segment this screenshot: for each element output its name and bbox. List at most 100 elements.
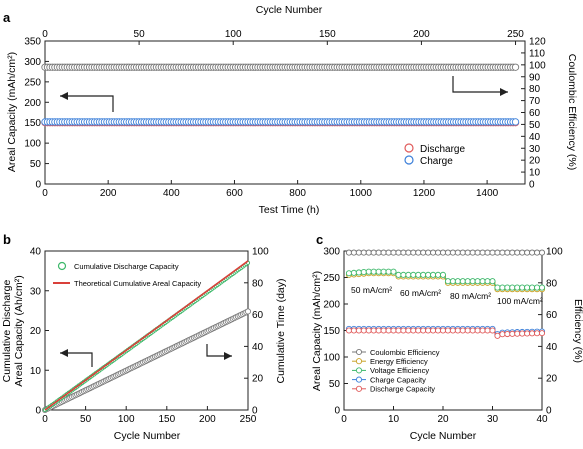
c-point [444, 278, 452, 285]
c-y-tick-label: 0 [334, 406, 340, 417]
c-point [430, 271, 437, 278]
chart-b: 0 10 20 30 40 0 20 40 60 80 100 0 50 100 150 200 250 Cyc… [1, 247, 287, 443]
c-point [434, 327, 442, 334]
c-point [380, 327, 387, 334]
a-y2-axis-title: Coulombic Efficiency (%) [566, 54, 578, 171]
c-legend-label: Coulombic Efficiency [370, 348, 440, 357]
a-left-arrow-head [60, 92, 68, 100]
c-y-tick-label: 100 [323, 353, 340, 364]
c-point [390, 327, 397, 334]
c-x-tick-label: 20 [437, 414, 449, 425]
c-point [360, 249, 367, 256]
a-y-tick-label: 0 [35, 180, 41, 191]
c-point [454, 249, 461, 256]
a-y2-tick-label: 30 [529, 144, 541, 155]
a-y-tick-label: 300 [24, 57, 41, 68]
c-y2-tick-label: 100 [546, 247, 563, 258]
b-time-point [244, 308, 251, 315]
c-point [514, 249, 521, 256]
c-point [504, 249, 511, 256]
c-point [538, 284, 546, 291]
c-x-tick-label: 10 [388, 414, 400, 425]
c-point [355, 249, 362, 256]
c-point [529, 284, 536, 291]
c-point [454, 327, 461, 334]
c-point [484, 249, 491, 256]
b-x-tick-label: 50 [80, 414, 92, 425]
a-x-tick-label: 600 [226, 188, 243, 199]
c-point [439, 271, 447, 278]
a-y2-tick-label: 20 [529, 156, 541, 167]
c-annotation-50: 50 mA/cm² [351, 285, 392, 295]
c-y2-tick-label: 40 [546, 342, 558, 353]
panel-label-b: b [3, 232, 11, 247]
c-point [420, 271, 427, 278]
c-point [534, 249, 541, 256]
c-point [494, 284, 501, 291]
c-point [385, 327, 392, 334]
b-x-tick-label: 150 [158, 414, 175, 425]
c-point [524, 249, 531, 256]
a-right-arrow-head [500, 88, 508, 96]
c-point [439, 327, 447, 334]
a-legend-charge-marker [404, 155, 414, 165]
a-y2-tick-label: 70 [529, 96, 541, 107]
c-point [415, 327, 422, 334]
c-point [489, 249, 496, 256]
c-point [415, 249, 422, 256]
a-y-tick-label: 200 [24, 98, 41, 109]
panel-label-c: c [316, 232, 323, 247]
c-point [514, 284, 521, 291]
a-left-arrow [60, 95, 114, 112]
c-point [370, 249, 377, 256]
b-theoretical-line [44, 260, 249, 411]
a-y2-tick-label: 90 [529, 72, 541, 83]
a-y2-tick-label: 80 [529, 84, 541, 95]
b-legend-cumulative-label: Cumulative Discharge Capacity [74, 262, 179, 271]
a-y2-tick-label: 50 [529, 120, 541, 131]
a-series-2 [41, 63, 520, 71]
c-point [375, 249, 382, 256]
c-y2-tick-label: 20 [546, 374, 558, 385]
c-point [504, 284, 511, 291]
c-point [400, 327, 407, 334]
a-x-tick-label: 200 [100, 188, 117, 199]
a-top-tick-label: 250 [507, 29, 524, 40]
c-legend-label: Voltage Efficiency [370, 366, 429, 375]
c-legend-label: Charge Capacity [370, 375, 426, 384]
b-y-tick-label: 40 [30, 247, 42, 258]
c-point [350, 249, 357, 256]
c-point [529, 249, 536, 256]
b-y-axis-title-line2: Areal Capacity (Ah/cm²) [13, 275, 25, 386]
c-series-0 [345, 249, 546, 256]
c-point [350, 327, 357, 334]
c-point [444, 327, 452, 334]
c-point [464, 278, 471, 285]
c-y-tick-label: 150 [323, 326, 340, 337]
c-point [489, 327, 496, 334]
b-y2-tick-label: 40 [252, 342, 264, 353]
c-point [365, 327, 372, 334]
b-legend-theoretical-label: Theoretical Cumulative Areal Capacity [74, 279, 201, 288]
c-point [509, 284, 516, 291]
b-y2-tick-label: 0 [252, 406, 258, 417]
c-point [420, 327, 427, 334]
b-left-arrow [60, 352, 93, 367]
c-annotation-80: 80 mA/cm² [450, 291, 491, 301]
c-point [449, 278, 456, 285]
a-top-tick-label: 150 [319, 29, 336, 40]
c-point [474, 327, 481, 334]
c-point [469, 278, 476, 285]
c-point [534, 284, 541, 291]
c-legend-marker [355, 358, 363, 365]
c-point [459, 249, 466, 256]
c-point [400, 249, 407, 256]
c-point [405, 249, 412, 256]
b-y2-axis-title: Cumulative Time (day) [275, 278, 287, 383]
b-left-arrow-head [60, 349, 68, 357]
a-legend-discharge-marker [404, 143, 414, 153]
c-point [365, 268, 372, 275]
c-point [469, 249, 476, 256]
